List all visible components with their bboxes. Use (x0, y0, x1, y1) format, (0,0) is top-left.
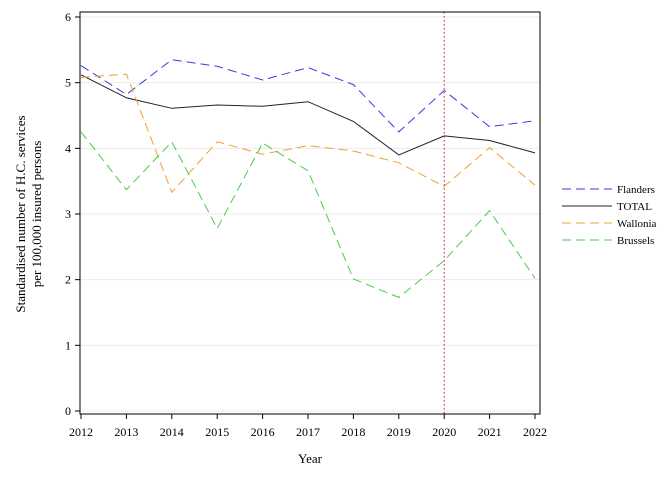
y-tick-label: 1 (65, 338, 71, 352)
legend-label: Flanders (617, 184, 655, 196)
y-tick-label: 5 (65, 76, 71, 90)
y-tick-label: 3 (65, 207, 71, 221)
series-line-total (80, 74, 536, 156)
gridlines (80, 16, 540, 412)
x-tick-label: 2019 (387, 425, 411, 439)
y-tick-label: 4 (65, 141, 71, 155)
x-tick-label: 2017 (296, 425, 320, 439)
plot-frame (79, 11, 541, 415)
series-line-flanders (80, 59, 536, 133)
y-tick-label: 6 (65, 10, 71, 24)
x-tick-label: 2012 (69, 425, 93, 439)
y-tick-label: 0 (65, 404, 71, 418)
x-tick-label: 2016 (251, 425, 275, 439)
series-group (80, 59, 536, 298)
y-axis-ticks: 0 1 2 3 4 5 6 (65, 10, 80, 418)
x-tick-label: 2018 (341, 425, 365, 439)
legend: Flanders TOTAL Wallonia Brussels (562, 184, 657, 247)
series-line-brussels (80, 131, 536, 298)
x-axis-title: Year (298, 451, 323, 466)
x-tick-label: 2020 (432, 425, 456, 439)
x-tick-label: 2021 (478, 425, 502, 439)
y-axis-title-line1: Standardised number of H.C. services (13, 115, 28, 312)
x-tick-label: 2015 (205, 425, 229, 439)
legend-label: Brussels (617, 235, 654, 247)
x-tick-label: 2022 (523, 425, 547, 439)
x-tick-label: 2014 (160, 425, 184, 439)
x-axis-ticks: 2012 2013 2014 2015 2016 2017 2018 2019 2020 2021… (69, 414, 547, 439)
x-tick-label: 2013 (114, 425, 138, 439)
legend-label: Wallonia (617, 218, 657, 230)
y-axis-title-line2: per 100,000 insured persons (29, 141, 44, 288)
legend-label: TOTAL (617, 201, 652, 213)
y-tick-label: 2 (65, 273, 71, 287)
series-line-wallonia (80, 73, 536, 194)
